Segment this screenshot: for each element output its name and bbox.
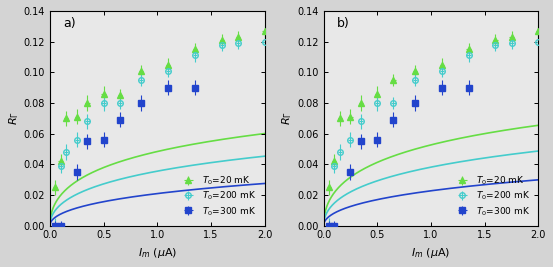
Y-axis label: $R_\Gamma$: $R_\Gamma$: [281, 111, 294, 125]
Legend: $T_0$=20 mK, $T_0$=200 mK, $T_0$=300 mK: $T_0$=20 mK, $T_0$=200 mK, $T_0$=300 mK: [452, 171, 534, 221]
X-axis label: $I_m$ ($\mu$A): $I_m$ ($\mu$A): [138, 246, 177, 260]
Legend: $T_0$=20 mK, $T_0$=200 mK, $T_0$=300 mK: $T_0$=20 mK, $T_0$=200 mK, $T_0$=300 mK: [178, 171, 260, 221]
Text: a): a): [63, 17, 75, 30]
Y-axis label: $R_\Gamma$: $R_\Gamma$: [7, 111, 21, 125]
Text: b): b): [336, 17, 349, 30]
X-axis label: $I_m$ ($\mu$A): $I_m$ ($\mu$A): [411, 246, 451, 260]
